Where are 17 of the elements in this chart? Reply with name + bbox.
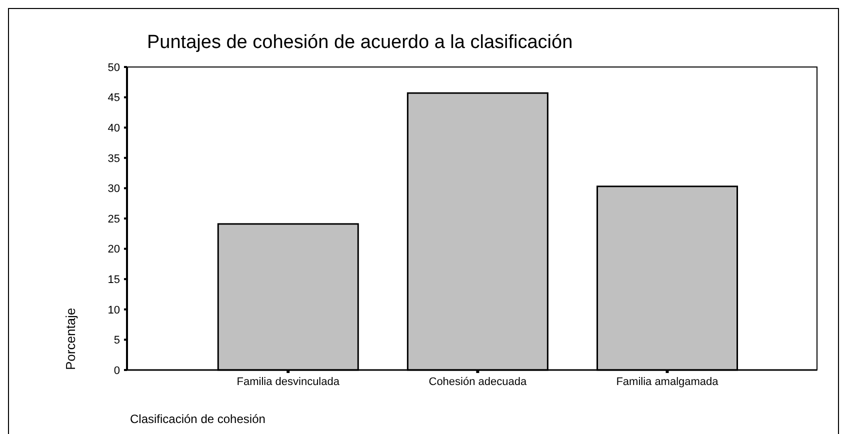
y-tick-label: 15 — [108, 274, 120, 286]
y-tick-label: 30 — [108, 183, 120, 196]
x-tick-label: Cohesión adecuada — [428, 376, 528, 388]
x-tick-label: Familia desvinculada — [236, 376, 340, 388]
y-tick-label: 50 — [108, 62, 120, 74]
y-tick-label: 10 — [108, 304, 120, 316]
y-tick-label: 25 — [108, 213, 120, 226]
x-tick-label: Familia amalgamada — [616, 376, 720, 388]
y-tick-label: 35 — [108, 152, 120, 165]
chart-title: Puntajes de cohesión de acuerdo a la clasificación — [147, 32, 573, 53]
x-axis-title: Clasificación de cohesión — [130, 412, 266, 426]
y-axis-title: Porcentaje — [63, 308, 78, 370]
y-tick-label: 40 — [108, 122, 120, 134]
y-tick-label: 5 — [114, 334, 120, 347]
y-tick-label: 0 — [114, 364, 120, 377]
y-tick-label: 45 — [108, 92, 120, 104]
y-tick-label: 20 — [108, 244, 120, 256]
